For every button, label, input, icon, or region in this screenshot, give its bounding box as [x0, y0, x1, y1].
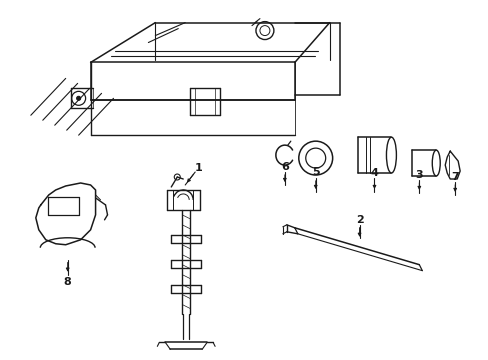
Text: 8: 8: [63, 276, 71, 287]
Text: 1: 1: [194, 163, 202, 173]
Circle shape: [77, 96, 81, 100]
Text: 4: 4: [370, 168, 378, 178]
Text: 5: 5: [311, 167, 319, 177]
Text: 2: 2: [355, 215, 363, 225]
Text: 3: 3: [415, 170, 422, 180]
Text: 6: 6: [280, 162, 288, 172]
Text: 7: 7: [450, 172, 458, 182]
